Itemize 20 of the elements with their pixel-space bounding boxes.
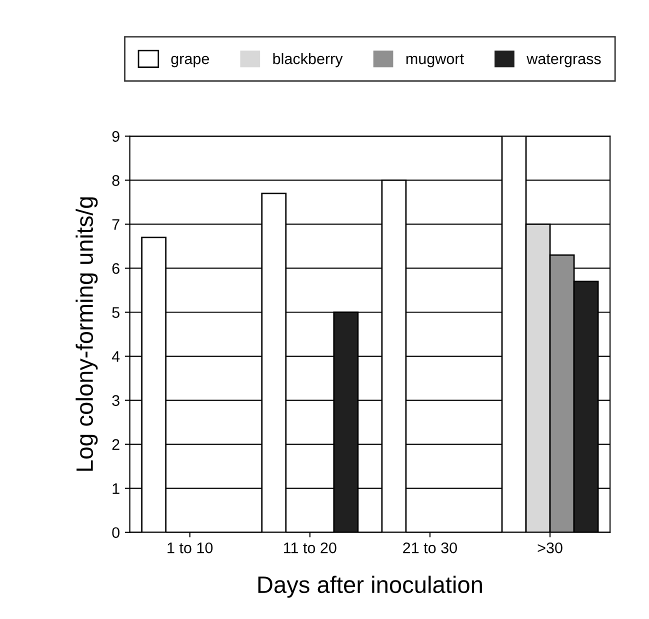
y-tick-label: 5 — [112, 307, 120, 318]
y-tick-label: 3 — [112, 395, 120, 406]
y-tick-label: 2 — [112, 439, 120, 450]
x-tick-label: 1 to 10 — [168, 542, 213, 554]
x-tick-label: 21 to 30 — [403, 542, 457, 554]
y-tick-label: 1 — [112, 483, 120, 494]
y-tick-label: 7 — [112, 219, 120, 230]
y-tick-label: 9 — [112, 131, 120, 142]
x-tick-label: 11 to 20 — [284, 542, 336, 554]
legend-label: watergrass — [526, 54, 601, 68]
y-tick-label: 4 — [112, 351, 120, 362]
x-axis-title: Days after inoculation — [258, 576, 482, 598]
y-axis-title: Log colony-forming units/g — [76, 197, 98, 471]
y-tick-label: 0 — [112, 527, 120, 538]
x-tick-label: >30 — [538, 542, 562, 554]
y-tick-label: 8 — [112, 175, 120, 186]
legend-label: blackberry — [273, 52, 343, 68]
legend-label: mugwort — [406, 54, 464, 68]
legend-label: grape — [171, 56, 209, 68]
y-tick-label: 6 — [112, 263, 120, 274]
